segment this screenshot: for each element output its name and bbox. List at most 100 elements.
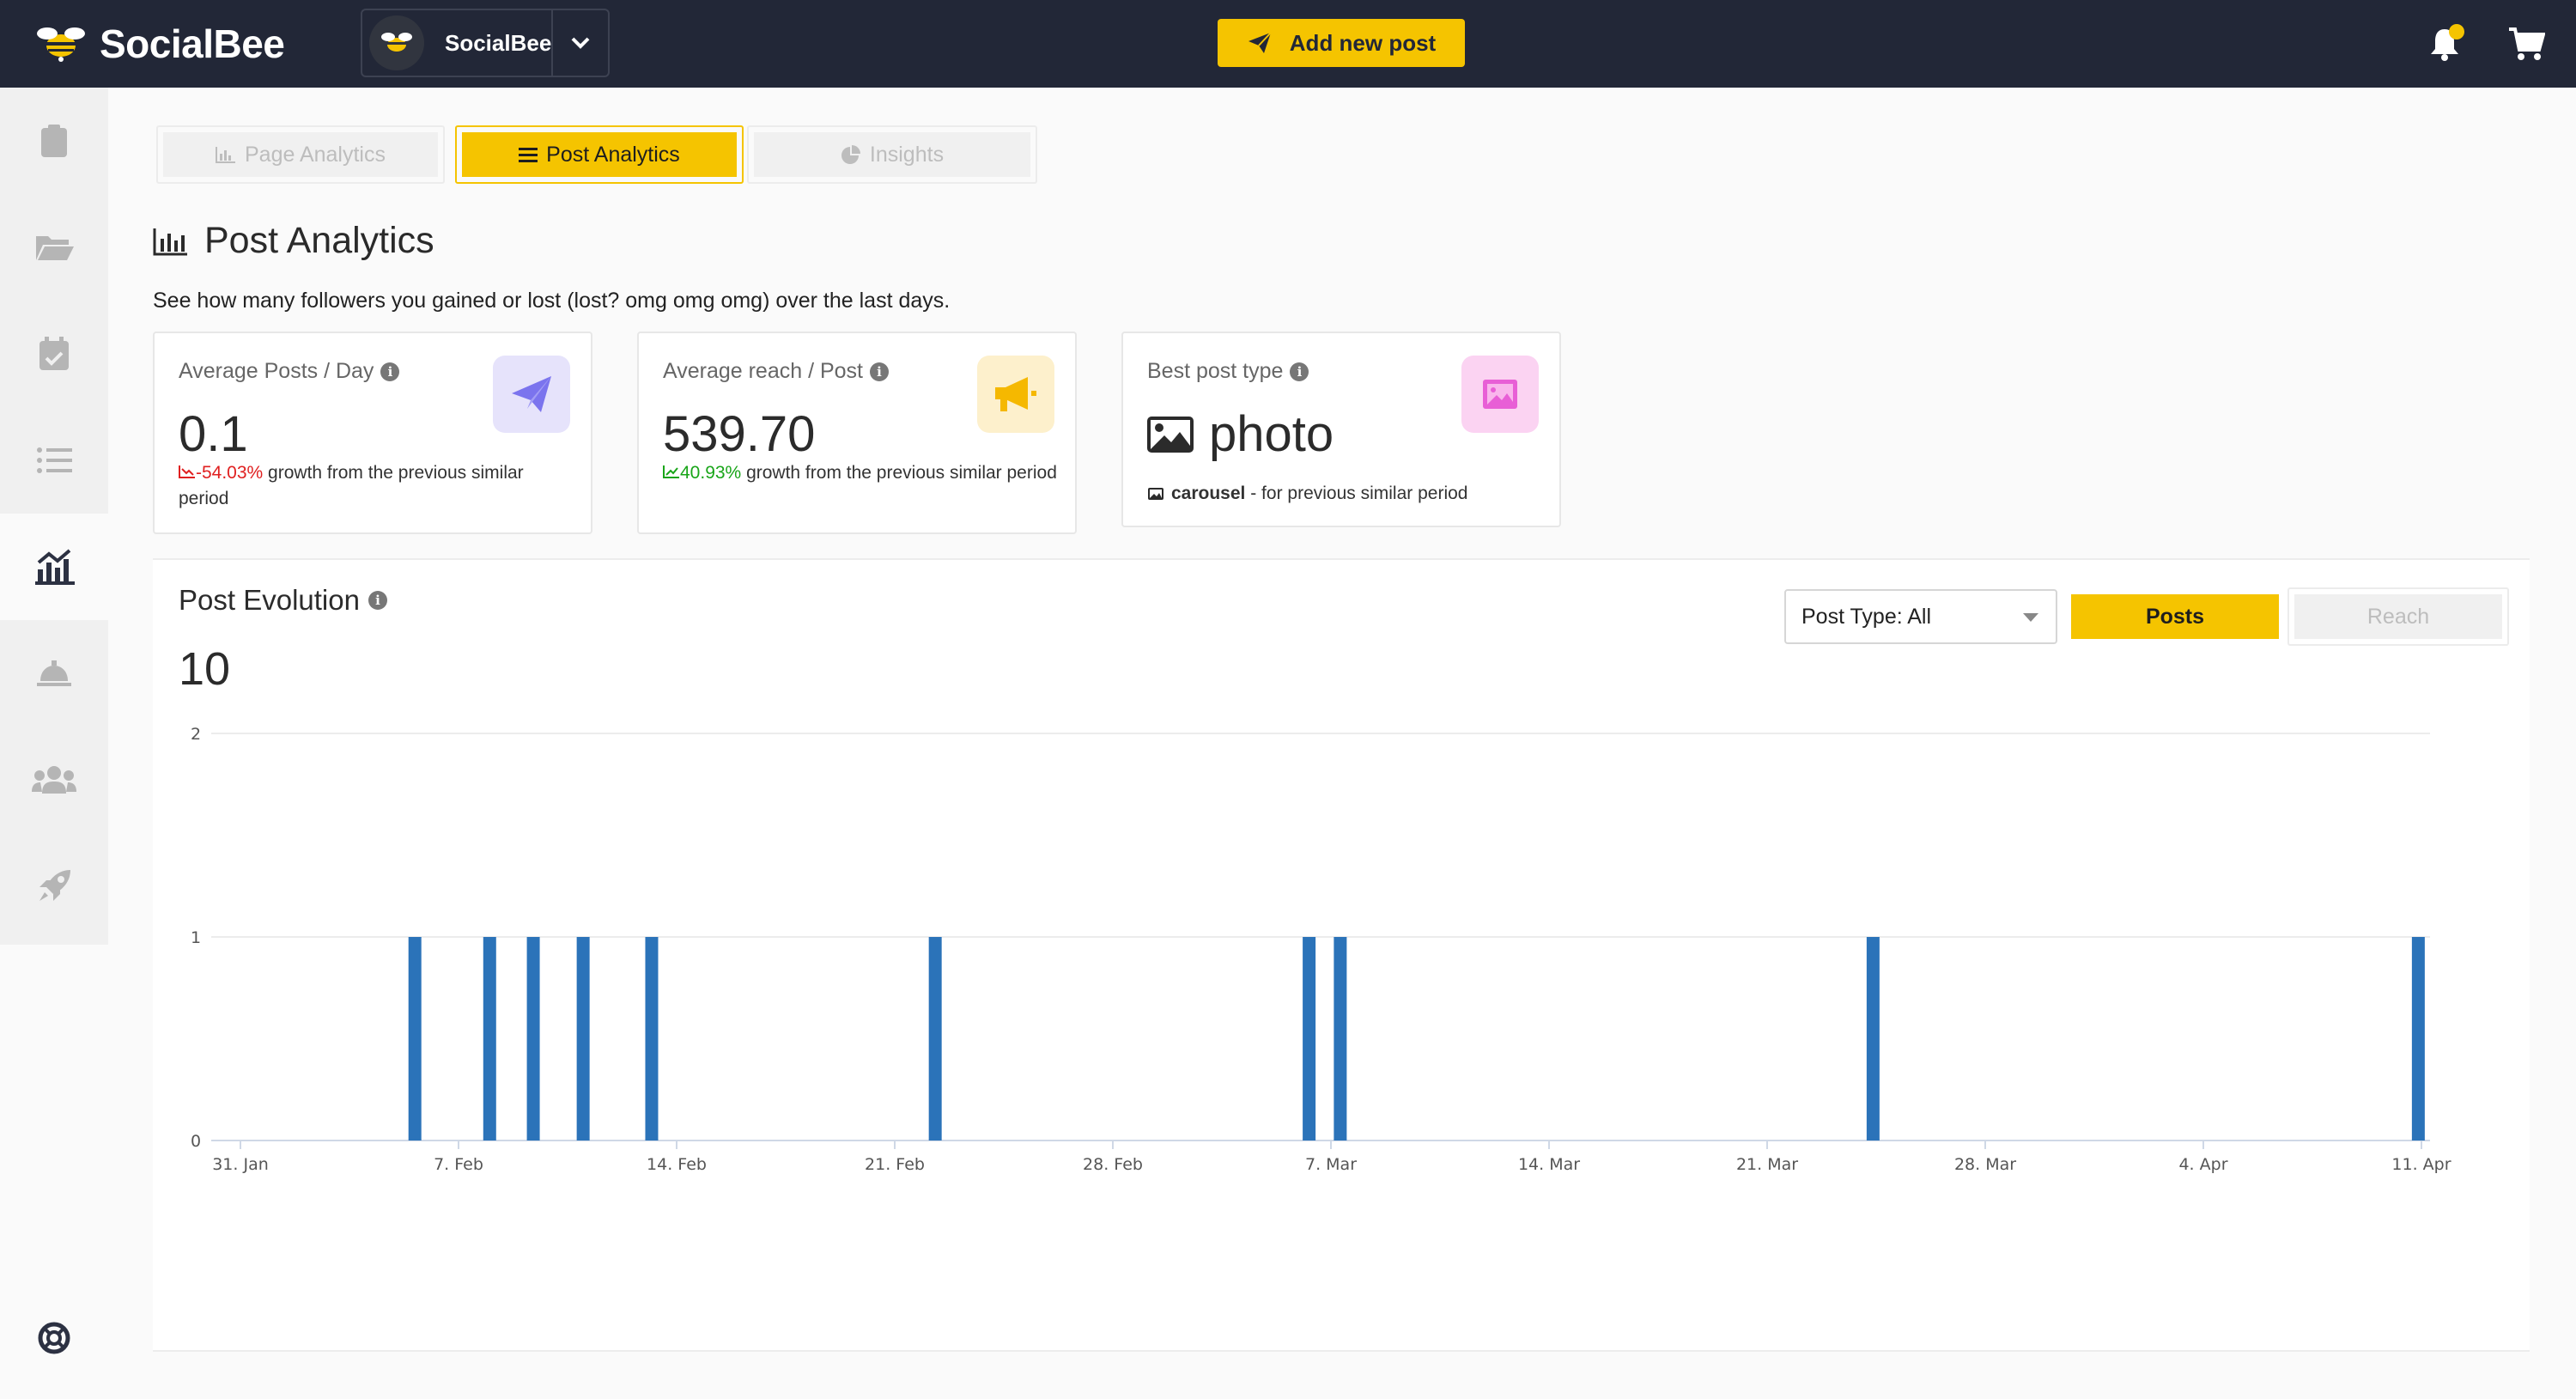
x-tick-label: 7. Feb — [434, 1155, 483, 1174]
sidebar-item-concierge[interactable] — [0, 620, 108, 727]
account-switcher[interactable]: SocialBee — [361, 9, 610, 77]
account-dropdown-button[interactable] — [553, 37, 608, 49]
brand-name: SocialBee — [100, 21, 285, 66]
x-tick-label: 21. Feb — [865, 1155, 925, 1174]
stat-card-growth: -54.03% growth from the previous similar… — [179, 460, 574, 512]
toggle-posts-button[interactable]: Posts — [2064, 587, 2286, 646]
sidebar-item-posts[interactable] — [0, 88, 108, 194]
stat-card-growth: 40.93% growth from the previous similar … — [663, 460, 1058, 486]
growth-percent: 40.93% — [680, 463, 742, 483]
lifebuoy-icon — [38, 1322, 70, 1354]
stat-card-icon-box — [1461, 356, 1539, 433]
tab-page-analytics-label: Page Analytics — [245, 142, 386, 167]
account-name: SocialBee — [445, 29, 552, 56]
calendar-icon — [39, 337, 69, 370]
stat-label-text: Average reach / Post — [663, 359, 864, 383]
image-small-icon — [1148, 488, 1163, 500]
page-description: See how many followers you gained or los… — [153, 289, 951, 313]
post-evolution-chart: 0 1 2 31. Jan 7. Feb 14. Feb 21. Feb 28. Feb 7. … — [191, 725, 2451, 1174]
growth-percent: -54.03% — [196, 463, 264, 483]
sidebar-item-categories[interactable] — [0, 194, 108, 301]
post-evolution-panel: Post Evolution i 10 Post Type: All Posts… — [153, 558, 2530, 1352]
info-icon[interactable]: i — [368, 591, 387, 610]
x-tick-label: 7. Mar — [1305, 1155, 1357, 1174]
growth-text: growth from the previous similar period — [179, 463, 524, 508]
x-tick-label: 31. Jan — [212, 1155, 269, 1174]
best-post-type-value: photo — [1209, 406, 1334, 462]
concierge-bell-icon — [37, 660, 71, 686]
rocket-icon — [39, 870, 70, 901]
tab-post-analytics[interactable]: Post Analytics — [455, 125, 744, 184]
stat-card-icon-box — [977, 356, 1054, 433]
paper-plane-icon — [512, 376, 551, 412]
y-tick-label: 1 — [191, 928, 201, 947]
post-evolution-title: Post Evolution i — [179, 584, 387, 617]
y-tick-label: 2 — [191, 725, 201, 744]
stat-card-label: Average Posts / Day i — [179, 359, 400, 384]
bee-logo-icon — [37, 27, 85, 62]
chart-bar — [928, 937, 942, 1140]
top-bar: SocialBee SocialBee Add new post — [0, 0, 2576, 88]
x-tick-label: 4. Apr — [2178, 1155, 2227, 1174]
x-tick-label: 14. Feb — [647, 1155, 707, 1174]
add-new-post-label: Add new post — [1289, 29, 1437, 56]
chart-bar — [2411, 937, 2425, 1140]
stat-card-value: 0.1 — [179, 406, 248, 462]
sidebar — [0, 88, 108, 1399]
tab-page-analytics[interactable]: Page Analytics — [156, 125, 445, 184]
megaphone-icon — [995, 377, 1036, 411]
add-new-post-button[interactable]: Add new post — [1218, 19, 1465, 67]
info-icon[interactable]: i — [870, 362, 890, 381]
chart-bar — [1303, 937, 1316, 1140]
info-icon[interactable]: i — [1290, 362, 1309, 381]
tab-insights[interactable]: Insights — [747, 125, 1037, 184]
chart-bar — [483, 937, 496, 1140]
tab-post-analytics-label: Post Analytics — [546, 142, 680, 167]
pie-chart-icon — [841, 145, 860, 164]
toggle-reach-label: Reach — [2366, 604, 2430, 629]
sidebar-item-analytics[interactable] — [0, 514, 108, 620]
trend-up-icon — [663, 465, 679, 478]
stat-card-label: Average reach / Post i — [663, 359, 890, 384]
stat-card-previous: carousel - for previous similar period — [1147, 481, 1542, 507]
chart-bar — [408, 937, 422, 1140]
users-icon — [32, 766, 76, 794]
page-title-text: Post Analytics — [204, 220, 434, 261]
post-type-select[interactable]: Post Type: All — [1784, 589, 2057, 644]
clipboard-icon — [41, 125, 67, 157]
sidebar-item-queue[interactable] — [0, 407, 108, 514]
trend-down-icon — [179, 465, 195, 478]
account-avatar — [369, 15, 424, 70]
list-icon — [37, 447, 72, 473]
chart-title-icon — [153, 228, 187, 255]
chevron-down-icon — [571, 37, 590, 49]
x-tick-label: 11. Apr — [2391, 1155, 2451, 1174]
stat-card-icon-box — [493, 356, 570, 433]
sidebar-item-team[interactable] — [0, 727, 108, 833]
stat-card-best-post-type: Best post type i photo carousel - for pr… — [1121, 332, 1561, 527]
bars-icon — [519, 148, 538, 162]
toggle-posts-label: Posts — [2145, 604, 2205, 629]
help-button[interactable] — [0, 1285, 108, 1391]
previous-best-text: - for previous similar period — [1245, 484, 1468, 503]
x-tick-label: 28. Mar — [1954, 1155, 2016, 1174]
analytics-icon — [35, 549, 75, 585]
chart-bar — [645, 937, 659, 1140]
previous-best-type: carousel — [1171, 484, 1246, 503]
post-evolution-title-text: Post Evolution — [179, 584, 360, 616]
cart-icon[interactable] — [2507, 26, 2545, 62]
brand-logo[interactable]: SocialBee — [34, 19, 285, 69]
stat-card-value: photo — [1145, 405, 1334, 463]
image-icon — [1147, 416, 1194, 453]
chart-bar — [576, 937, 590, 1140]
x-tick-label: 28. Feb — [1083, 1155, 1143, 1174]
folder-icon — [36, 236, 74, 260]
sidebar-item-schedule[interactable] — [0, 301, 108, 407]
stat-card-avg-reach: Average reach / Post i 539.70 40.93% gro… — [637, 332, 1077, 534]
x-tick-label: 21. Mar — [1736, 1155, 1798, 1174]
paper-plane-icon — [1248, 32, 1272, 53]
post-type-select-value: Post Type: All — [1801, 604, 1932, 629]
sidebar-item-grow[interactable] — [0, 833, 108, 940]
toggle-reach-button[interactable]: Reach — [2287, 587, 2509, 646]
info-icon[interactable]: i — [380, 362, 400, 381]
